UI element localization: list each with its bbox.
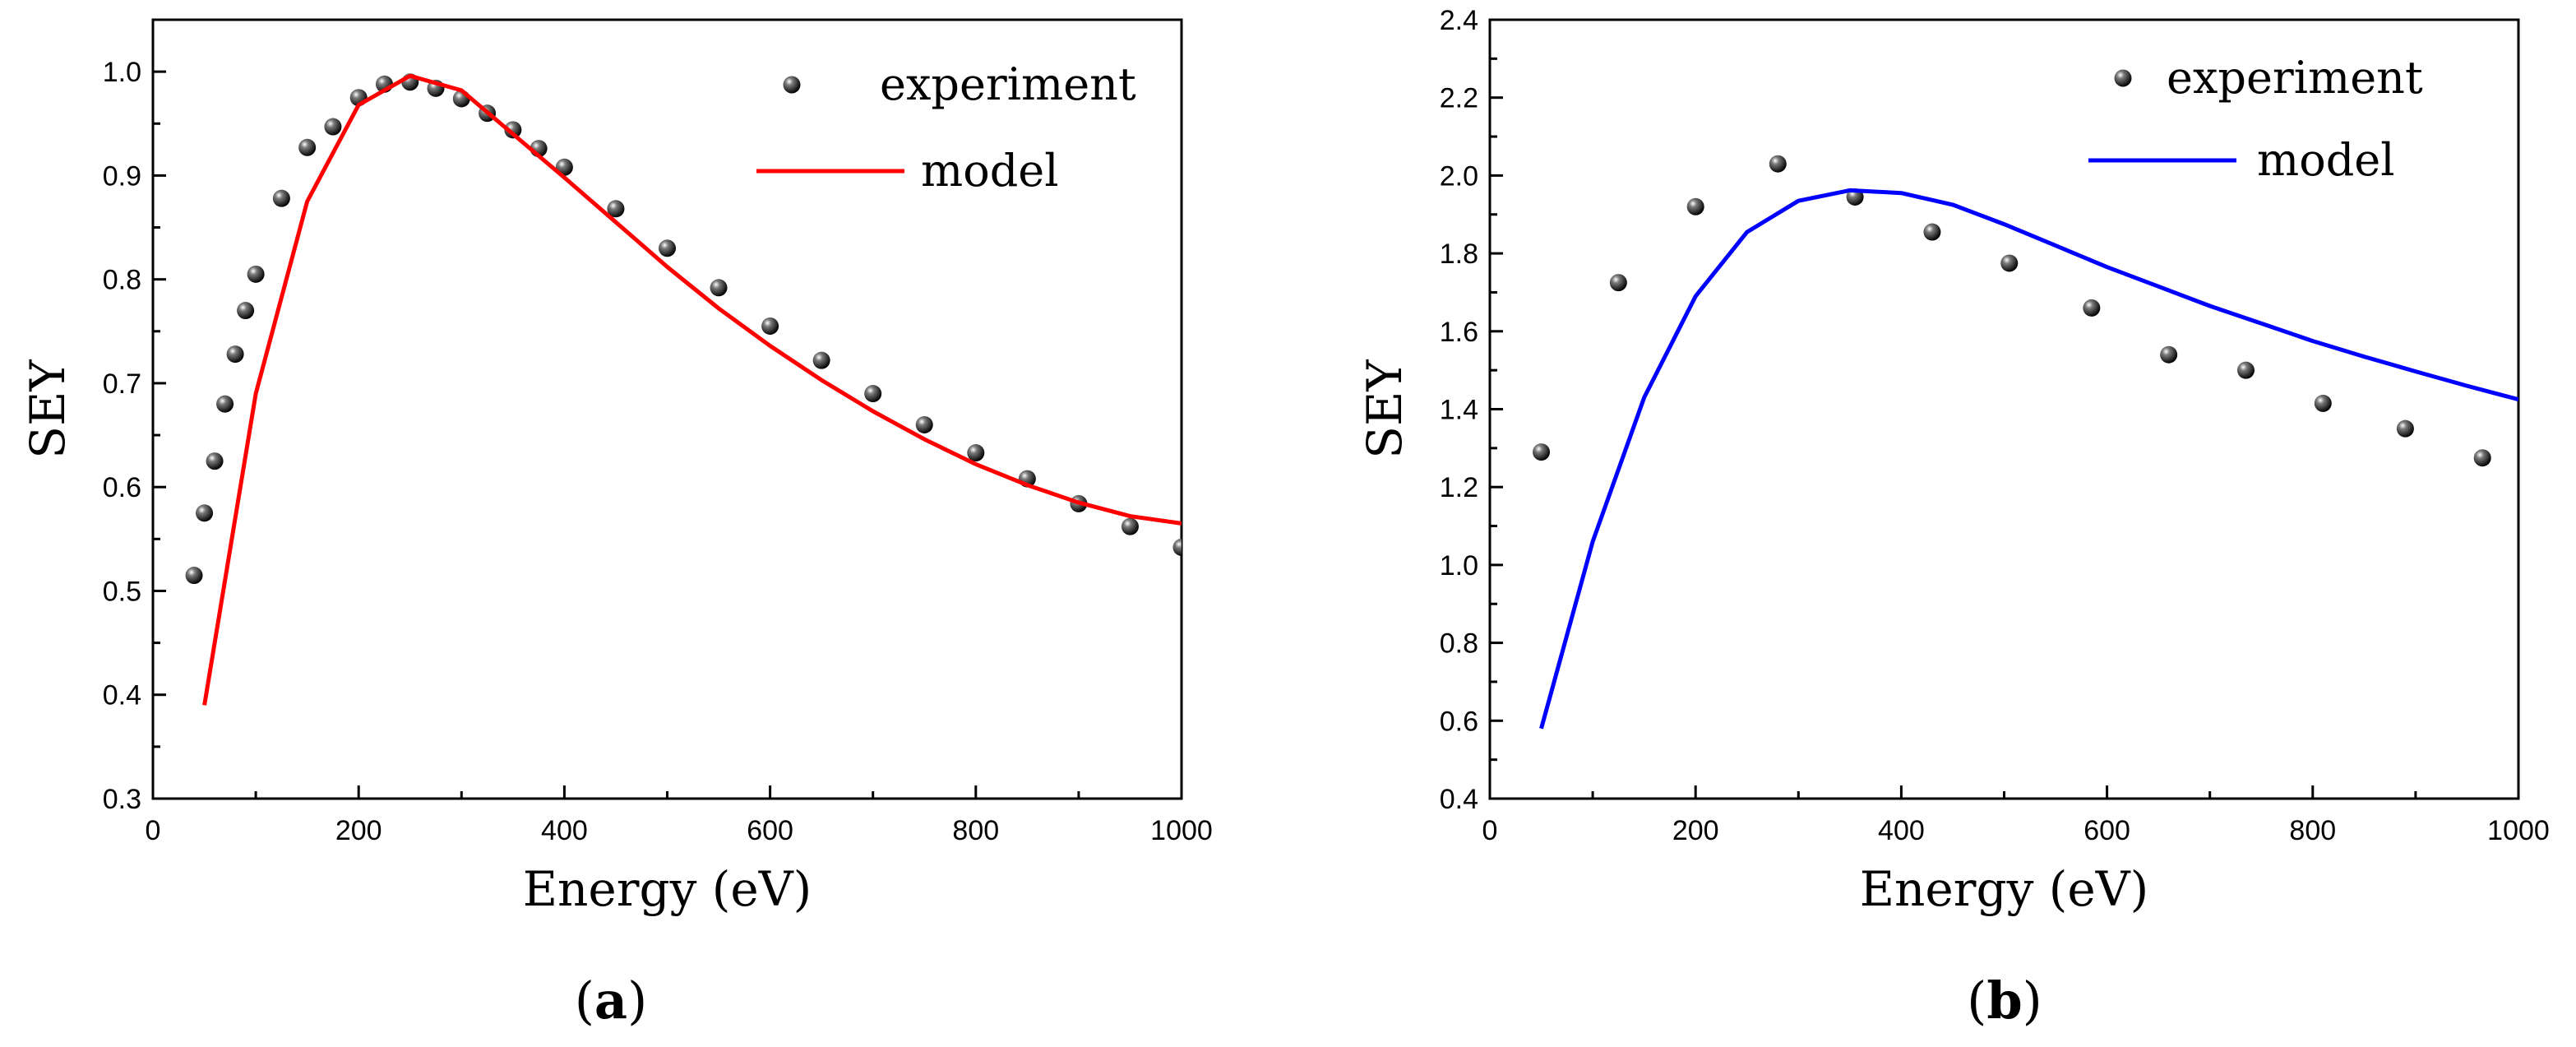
x-tick-label: 400 bbox=[541, 815, 588, 846]
experiment-point bbox=[2314, 394, 2332, 412]
y-tick-label: 1.8 bbox=[1440, 239, 1478, 270]
y-tick-label: 0.6 bbox=[103, 472, 141, 503]
experiment-point bbox=[237, 302, 255, 320]
plot-area bbox=[185, 73, 1182, 706]
panel-label-paren: ( bbox=[1967, 971, 1986, 1031]
x-tick-label: 200 bbox=[335, 815, 382, 846]
y-tick-label: 0.8 bbox=[103, 265, 141, 296]
legend: experiment model bbox=[756, 58, 1136, 197]
experiment-point bbox=[1533, 443, 1551, 461]
chart-panel-b: 0 200 400 600 800 1000 0.4 0.6 0.8 1.0 1.2 1.4 1.6 1.… bbox=[1357, 5, 2550, 1031]
y-tick-label: 2.4 bbox=[1440, 5, 1478, 36]
panel-label-letter: a bbox=[594, 971, 627, 1031]
experiment-point bbox=[324, 118, 342, 136]
y-tick-label: 0.6 bbox=[1440, 706, 1478, 737]
x-tick-label: 0 bbox=[146, 815, 161, 846]
experiment-point bbox=[185, 567, 203, 585]
y-tick-label: 0.4 bbox=[1440, 784, 1478, 815]
experiment-point bbox=[761, 317, 779, 335]
experiment-point bbox=[247, 265, 265, 283]
y-tick-label: 0.3 bbox=[103, 784, 141, 815]
y-tick-label: 1.0 bbox=[103, 57, 141, 88]
y-tick-label: 1.0 bbox=[1440, 550, 1478, 581]
panel-label: (a) bbox=[575, 971, 648, 1031]
chart-panel-a: 0 200 400 600 800 1000 0.3 0.4 0.5 0.6 0.7 0.8 0.9 1.… bbox=[20, 18, 1213, 1031]
y-axis-title: SEY bbox=[1357, 359, 1413, 459]
y-tick-label: 1.4 bbox=[1440, 395, 1478, 426]
experiment-point bbox=[206, 452, 224, 470]
y-axis-title: SEY bbox=[20, 359, 76, 459]
experiment-point bbox=[2000, 254, 2019, 272]
experiment-point bbox=[1923, 223, 1941, 241]
x-axis-title: Energy (eV) bbox=[1860, 861, 2149, 917]
plot-area bbox=[1533, 155, 2518, 730]
x-tick-label: 0 bbox=[1482, 815, 1498, 846]
panel-label-letter: b bbox=[1986, 971, 2022, 1031]
experiment-point bbox=[504, 121, 522, 139]
x-axis-title: Energy (eV) bbox=[523, 861, 812, 917]
experiment-point bbox=[272, 189, 290, 207]
experiment-point bbox=[864, 385, 882, 403]
experiment-point bbox=[2083, 299, 2101, 317]
legend-marker-experiment bbox=[783, 76, 801, 94]
experiment-point bbox=[2396, 419, 2414, 438]
y-tick-label: 1.2 bbox=[1440, 472, 1478, 503]
legend-label-model: model bbox=[921, 145, 1059, 197]
panel-label: (b) bbox=[1967, 971, 2042, 1031]
x-tick-label: 600 bbox=[747, 815, 793, 846]
experiment-point bbox=[967, 444, 985, 462]
model-line bbox=[202, 73, 1182, 706]
y-tick-label: 0.4 bbox=[103, 680, 141, 711]
experiment-point bbox=[226, 345, 244, 364]
experiment-point bbox=[1609, 274, 1627, 292]
y-tick-label: 2.2 bbox=[1440, 83, 1478, 114]
experiment-point bbox=[196, 504, 214, 522]
experiment-point bbox=[2236, 361, 2255, 379]
x-tick-label: 800 bbox=[952, 815, 999, 846]
legend-label-model: model bbox=[2257, 134, 2395, 186]
legend-marker-experiment bbox=[2114, 69, 2132, 87]
experiment-point bbox=[1172, 538, 1182, 556]
experiment-point bbox=[915, 415, 933, 433]
x-tick-label: 600 bbox=[2083, 815, 2130, 846]
x-tick-label: 400 bbox=[1878, 815, 1925, 846]
x-tick-label: 200 bbox=[1672, 815, 1719, 846]
experiment-point bbox=[607, 200, 625, 218]
experiment-point bbox=[1121, 517, 1139, 535]
panel-label-paren: ) bbox=[627, 971, 647, 1031]
experiment-point bbox=[216, 395, 234, 413]
experiment-point bbox=[2160, 345, 2178, 364]
y-tick-label: 0.8 bbox=[1440, 628, 1478, 660]
y-tick-label: 0.7 bbox=[103, 368, 141, 400]
y-tick-label: 0.5 bbox=[103, 576, 141, 607]
experiment-point bbox=[2473, 449, 2491, 467]
x-tick-label: 1000 bbox=[2487, 815, 2550, 846]
experiment-point bbox=[1686, 197, 1704, 215]
experiment-point bbox=[812, 351, 830, 369]
y-tick-label: 1.6 bbox=[1440, 317, 1478, 348]
panel-label-paren: ( bbox=[575, 971, 594, 1031]
legend-label-experiment: experiment bbox=[2167, 52, 2423, 104]
model-line bbox=[1539, 188, 2518, 730]
x-tick-label: 800 bbox=[2289, 815, 2336, 846]
experiment-point bbox=[710, 279, 728, 297]
experiment-point bbox=[659, 239, 676, 257]
experiment-point bbox=[298, 138, 317, 156]
legend-label-experiment: experiment bbox=[880, 58, 1136, 110]
x-tick-label: 1000 bbox=[1150, 815, 1213, 846]
legend: experiment model bbox=[2088, 52, 2423, 186]
experiment-point bbox=[1769, 155, 1787, 173]
y-tick-label: 2.0 bbox=[1440, 160, 1478, 192]
y-tick-label: 0.9 bbox=[103, 160, 141, 192]
panel-label-paren: ) bbox=[2023, 971, 2042, 1031]
